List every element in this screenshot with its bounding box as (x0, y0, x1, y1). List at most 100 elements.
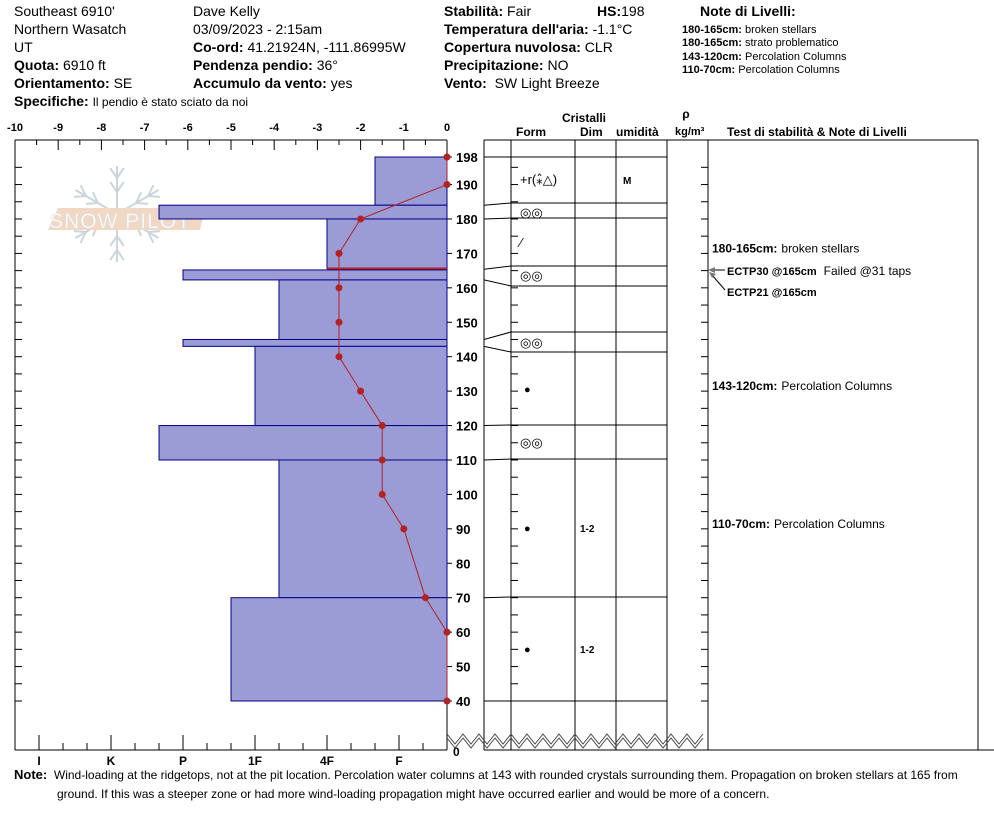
depth-label: 100 (456, 487, 478, 502)
snowflake-branch (116, 181, 125, 193)
hardness-label: I (37, 754, 40, 768)
snow-height: HS:198 (597, 3, 645, 19)
grain-form-symbol: ◎◎ (520, 335, 543, 350)
snowflake-branch (79, 231, 87, 244)
layer-connector (483, 202, 512, 206)
layer-note-range: 143-120cm: (682, 50, 742, 63)
temperature-point (443, 181, 451, 189)
test-name: ECTP30 @165cm (727, 266, 817, 278)
stability-note-text: Percolation Columns (781, 379, 892, 393)
note-line-2: ground. If this was a steeper zone or ha… (57, 787, 770, 801)
stability-note-text: broken stellars (781, 241, 859, 255)
snowflake-branch (73, 230, 86, 233)
layer-notes-title: Note di Livelli: (700, 3, 796, 19)
moisture-header: umidità (616, 125, 659, 139)
layer-connector (483, 345, 512, 353)
test-arrow (711, 274, 726, 291)
hardness-label: 4F (320, 754, 334, 768)
layer-connector (483, 331, 512, 340)
form-header: Form (516, 125, 546, 139)
layer-connector (483, 279, 512, 287)
snowflake-branch (135, 202, 149, 205)
layer-note-text: strato problematico (745, 37, 839, 50)
snowflake-branch (73, 195, 86, 198)
depth-label: 190 (456, 178, 478, 193)
moisture: M (623, 176, 631, 187)
temperature-point (335, 284, 343, 292)
coordinates: Co-ord: 41.21924N, -111.86995W (193, 39, 406, 55)
note: Note: Wind-loading at the ridgetops, not… (14, 767, 958, 782)
density-unit: kg/m³ (675, 126, 705, 138)
depth-label: 120 (456, 419, 478, 434)
snowflake-branch (109, 181, 118, 193)
density-symbol: ρ (682, 107, 689, 121)
stability-test: ECTP21 @165cm (727, 287, 817, 299)
grain-form-symbol: ⁄ (517, 235, 524, 250)
grain-form-symbol: ● (524, 384, 531, 396)
depth-label: 150 (456, 315, 478, 330)
stability-note: 180-165cm: broken stellars (712, 241, 859, 255)
wind-loading: Accumulo da vento: yes (193, 75, 353, 91)
layer-connector (483, 217, 512, 220)
depth-label: 140 (456, 350, 478, 365)
temperature-point (335, 318, 343, 326)
grain-form-symbol: ◎◎ (520, 205, 543, 220)
grain-form-symbol: ● (524, 523, 531, 535)
temperature-point (378, 490, 386, 498)
layer-connector (483, 458, 512, 461)
layer-connector (483, 424, 512, 427)
snowflake-branch (116, 235, 125, 247)
depth-label: 70 (456, 591, 470, 606)
hardness-label: K (107, 754, 116, 768)
depth-label: 130 (456, 384, 478, 399)
depth-label: 40 (456, 694, 470, 709)
datetime: 03/09/2023 - 2:15am (193, 21, 323, 37)
snowflake-branch (147, 184, 155, 197)
layer-connector (483, 265, 512, 270)
size-header: Dim (580, 125, 603, 139)
temp-tick-label: -4 (269, 122, 280, 134)
hardness-label: F (395, 754, 402, 768)
hardness-bar (254, 345, 448, 427)
grain-form-symbol: +r(⁎̂△) (520, 172, 557, 187)
temp-tick-label: -8 (97, 122, 107, 134)
crystals-header: Cristalli (562, 111, 606, 125)
grain-size: 1-2 (580, 645, 595, 656)
depth-label: 80 (456, 556, 470, 571)
depth-label: 170 (456, 246, 478, 261)
range: Northern Wasatch (14, 21, 127, 37)
temperature-point (378, 422, 386, 430)
snowflake-branch (135, 191, 143, 204)
test-result: Failed @31 taps (824, 264, 912, 278)
layer-note-text: Percolation Columns (745, 50, 847, 63)
temp-tick-label: -3 (313, 122, 323, 134)
arrow-head-icon (708, 267, 715, 273)
specifics: Specifiche: Il pendio è stato sciato da … (14, 93, 249, 109)
layer-note: 143-120cm: Percolation Columns (682, 51, 847, 64)
snowflake-branch (109, 167, 118, 179)
temperature-point (335, 249, 343, 257)
temp-tick-label: -7 (140, 122, 150, 134)
stability-note-range: 143-120cm: (712, 379, 777, 393)
observer: Dave Kelly (193, 3, 260, 19)
snowflake-branch (148, 195, 161, 198)
temperature-point (443, 153, 451, 161)
depth-label: 160 (456, 281, 478, 296)
snowflake-branch (79, 184, 87, 197)
stability-note-range: 110-70cm: (712, 517, 770, 531)
hardness-bar (278, 459, 448, 599)
hardness-bar (278, 279, 448, 340)
hardness-bar (182, 338, 448, 347)
axis-break (446, 737, 704, 749)
temp-tick-label: 0 (444, 122, 450, 134)
temperature-point (443, 697, 451, 705)
layer-note: 180-165cm: broken stellars (682, 24, 817, 37)
cloud-cover: Copertura nuvolosa: CLR (444, 39, 613, 55)
stability-note-text: Percolation Columns (774, 517, 885, 531)
depth-label: 90 (456, 522, 470, 537)
grain-form-symbol: ● (524, 644, 531, 656)
air-temperature: Temperatura dell'aria: -1.1°C (444, 21, 633, 37)
snowflake-branch (85, 202, 99, 205)
hardness-bar (182, 269, 448, 281)
